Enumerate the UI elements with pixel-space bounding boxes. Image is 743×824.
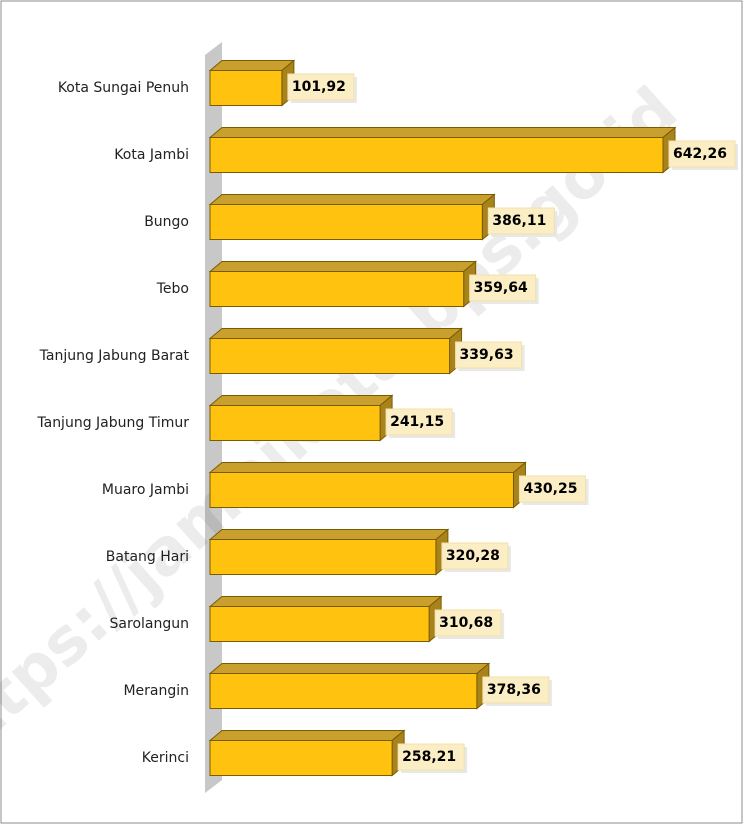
value-label-box	[441, 542, 509, 570]
y-tick-label: Merangin	[123, 683, 189, 699]
value-label-box	[487, 207, 555, 235]
bar-top	[208, 127, 677, 138]
bar	[209, 539, 437, 575]
value-label-box	[518, 475, 586, 503]
y-tick-label: Bungo	[144, 214, 189, 230]
bar-top	[208, 596, 443, 607]
bar-top	[208, 60, 296, 71]
bar	[209, 740, 393, 776]
value-label: 642,26	[673, 146, 727, 162]
value-label: 241,15	[390, 414, 444, 430]
value-label-box	[397, 743, 465, 771]
bar	[209, 405, 381, 441]
bar-top	[208, 462, 527, 473]
y-tick-label: Sarolangun	[110, 616, 189, 632]
value-label-box	[469, 274, 537, 302]
bar	[209, 271, 465, 307]
value-label-box	[385, 408, 453, 436]
bar	[209, 673, 478, 709]
bar	[209, 606, 430, 642]
y-tick-label: Kota Sungai Penuh	[58, 80, 189, 96]
bar-top	[208, 395, 394, 406]
y-tick-label: Kota Jambi	[114, 147, 189, 163]
bar-top	[208, 730, 406, 741]
value-label: 320,28	[446, 548, 500, 564]
value-label-box	[434, 609, 502, 637]
bar-top	[208, 328, 463, 339]
bar	[209, 137, 664, 173]
bar	[209, 204, 483, 240]
value-label: 378,36	[487, 682, 541, 698]
value-label: 430,25	[523, 481, 577, 497]
bar	[209, 338, 451, 374]
value-label: 101,92	[292, 79, 346, 95]
bar-top	[208, 194, 496, 205]
value-label-box	[668, 140, 736, 168]
value-label: 339,63	[460, 347, 514, 363]
bar-top	[208, 261, 478, 272]
value-label: 258,21	[402, 749, 456, 765]
y-tick-label: Tanjung Jabung Timur	[36, 415, 189, 431]
y-tick-label: Batang Hari	[106, 549, 189, 565]
value-label-box	[455, 341, 523, 369]
y-tick-label: Muaro Jambi	[102, 482, 189, 498]
value-label: 359,64	[474, 280, 528, 296]
value-label: 310,68	[439, 615, 493, 631]
y-tick-label: Kerinci	[142, 750, 189, 766]
y-tick-label: Tebo	[156, 281, 189, 297]
value-label-box	[482, 676, 550, 704]
y-tick-label: Tanjung Jabung Barat	[39, 348, 190, 364]
bar	[209, 472, 514, 508]
value-label: 386,11	[492, 213, 546, 229]
bar-top	[208, 663, 491, 674]
bar	[209, 70, 283, 106]
bar-top	[208, 529, 450, 540]
value-label-box	[287, 73, 355, 101]
